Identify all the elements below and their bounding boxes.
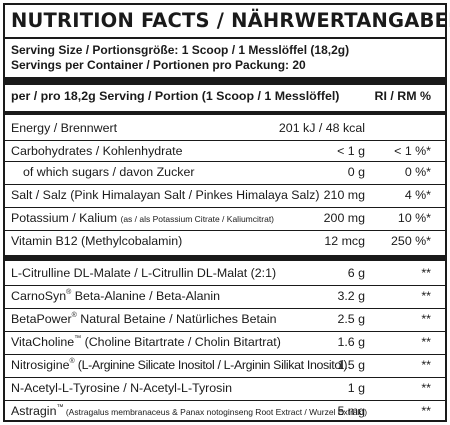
thick-divider-ingredients — [5, 255, 445, 261]
panel-title: NUTRITION FACTS / NÄHRWERTANGABEN — [11, 9, 450, 32]
ingredient-amount: 1 g — [347, 381, 365, 395]
ingredient-label: BetaPower® Natural Betaine / Natürliches… — [11, 310, 277, 329]
nutrient-row-energy: Energy / Brennwert 201 kJ / 48 kcal — [11, 119, 439, 138]
nutrient-amount: 0 g — [347, 165, 365, 179]
ingredient-amount: 6 g — [347, 266, 365, 280]
row-divider — [5, 184, 445, 185]
ingredient-row-citrulline: L-Citrulline DL-Malate / L-Citrullin DL-… — [11, 264, 439, 283]
row-divider — [5, 207, 445, 208]
ingredient-label: L-Citrulline DL-Malate / L-Citrullin DL-… — [11, 266, 277, 280]
ingredient-row-nitrosigine: Nitrosigine® (L-Arginine Silicate Inosit… — [11, 356, 439, 375]
nutrient-ri: 10 %* — [397, 211, 431, 225]
ingredient-ri: ** — [421, 266, 431, 280]
ingredient-label: Nitrosigine® (L-Arginine Silicate Inosit… — [11, 356, 347, 375]
nutrient-label-main: Potassium / Kalium — [11, 211, 121, 225]
ingredient-brand: VitaCholine — [11, 335, 75, 349]
nutrient-amount: < 1 g — [337, 144, 365, 158]
registered-mark: ® — [66, 288, 72, 296]
ingredient-brand: CarnoSyn — [11, 289, 67, 303]
nutrient-row-potassium: Potassium / Kalium (as / als Potassium C… — [11, 209, 439, 228]
thick-divider-top — [5, 77, 445, 85]
servings-per-container: Servings per Container / Portionen pro P… — [11, 58, 306, 72]
nutrient-label: Energy / Brennwert — [11, 121, 118, 135]
ingredient-amount: 2.5 g — [337, 312, 365, 326]
ingredient-ri: ** — [421, 289, 431, 303]
ingredient-amount: 3.2 g — [337, 289, 365, 303]
registered-mark: ® — [71, 311, 77, 319]
ingredient-label: Astragin™ (Astragalus membranaceus & Pan… — [11, 402, 367, 422]
row-divider — [5, 377, 445, 378]
ingredient-label: CarnoSyn® Beta-Alanine / Beta-Alanin — [11, 287, 220, 306]
nutrient-amount: 210 mg — [323, 188, 365, 202]
title-divider — [5, 37, 445, 39]
row-divider — [5, 354, 445, 355]
nutrient-label: Salt / Salz (Pink Himalayan Salt / Pinke… — [11, 188, 320, 202]
ingredient-note: (Astragalus membranaceus & Panax notogin… — [63, 407, 368, 417]
table-header: per / pro 18,2g Serving / Portion (1 Sco… — [11, 87, 439, 106]
ingredient-brand: Nitrosigine — [11, 358, 70, 372]
trademark-mark: ™ — [56, 403, 64, 411]
nutrient-label: Potassium / Kalium (as / als Potassium C… — [11, 209, 274, 229]
ingredient-ri: ** — [421, 358, 431, 372]
nutrient-row-carbohydrates: Carbohydrates / Kohlenhydrate < 1 g < 1 … — [11, 142, 439, 161]
nutrient-label-note: (as / als Potassium Citrate / Kaliumcitr… — [120, 214, 275, 224]
ingredient-amount: 5 mg — [337, 404, 365, 418]
row-divider — [5, 285, 445, 286]
ingredient-ri: ** — [421, 335, 431, 349]
header-ri: RI / RM % — [374, 89, 431, 103]
nutrition-facts-panel: NUTRITION FACTS / NÄHRWERTANGABEN Servin… — [3, 3, 450, 422]
ingredient-ri: ** — [421, 404, 431, 418]
row-divider — [5, 161, 445, 162]
ingredient-label: VitaCholine™ (Choline Bitartrate / Choli… — [11, 333, 281, 352]
trademark-mark: ™ — [74, 334, 82, 342]
ingredient-ri: ** — [421, 312, 431, 326]
ingredient-name: Natural Betaine / Natürliches Betain — [76, 312, 277, 326]
nutrient-amount: 200 mg — [323, 211, 365, 225]
row-divider — [5, 308, 445, 309]
nutrient-ri: 4 %* — [404, 188, 431, 202]
nutrient-label: Vitamin B12 (Methylcobalamin) — [11, 234, 183, 248]
header-label: per / pro 18,2g Serving / Portion (1 Sco… — [11, 89, 340, 103]
nutrient-label: Carbohydrates / Kohlenhydrate — [11, 144, 183, 158]
nutrient-row-vitamin-b12: Vitamin B12 (Methylcobalamin) 12 mcg 250… — [11, 232, 439, 251]
nutrient-ri: 250 %* — [391, 234, 431, 248]
ingredient-label: N-Acetyl-L-Tyrosine / N-Acetyl-L-Tyrosin — [11, 381, 233, 395]
ingredient-name: (L-Arginine Silicate Inositol / L-Argini… — [74, 358, 348, 372]
ingredient-row-carnosyn: CarnoSyn® Beta-Alanine / Beta-Alanin 3.2… — [11, 287, 439, 306]
ingredient-amount: 1.6 g — [337, 335, 365, 349]
nutrient-row-sugars: of which sugars / davon Zucker 0 g 0 %* — [11, 163, 439, 182]
ingredient-name: (Choline Bitartrate / Cholin Bitartrat) — [81, 335, 281, 349]
row-divider — [5, 400, 445, 401]
nutrient-ri: < 1 %* — [394, 144, 431, 158]
ingredient-name: Beta-Alanine / Beta-Alanin — [71, 289, 221, 303]
row-divider — [5, 140, 445, 141]
nutrient-amount: 12 mcg — [324, 234, 365, 248]
ingredient-row-astragin: Astragin™ (Astragalus membranaceus & Pan… — [11, 402, 439, 421]
header-divider — [5, 111, 445, 115]
ingredient-brand: Astragin — [11, 404, 57, 418]
nutrient-ri: 0 %* — [404, 165, 431, 179]
nutrient-row-salt: Salt / Salz (Pink Himalayan Salt / Pinke… — [11, 186, 439, 205]
ingredient-amount: 1.5 g — [337, 358, 365, 372]
row-divider — [5, 230, 445, 231]
row-divider — [5, 331, 445, 332]
nutrient-label: of which sugars / davon Zucker — [23, 165, 195, 179]
ingredient-ri: ** — [421, 381, 431, 395]
serving-size: Serving Size / Portionsgröße: 1 Scoop / … — [11, 43, 350, 57]
ingredient-row-acetyl-tyrosine: N-Acetyl-L-Tyrosine / N-Acetyl-L-Tyrosin… — [11, 379, 439, 398]
nutrient-amount: 201 kJ / 48 kcal — [278, 121, 365, 135]
ingredient-row-betapower: BetaPower® Natural Betaine / Natürliches… — [11, 310, 439, 329]
ingredient-brand: BetaPower — [11, 312, 72, 326]
ingredient-row-vitacholine: VitaCholine™ (Choline Bitartrate / Choli… — [11, 333, 439, 352]
registered-mark: ® — [69, 357, 75, 365]
